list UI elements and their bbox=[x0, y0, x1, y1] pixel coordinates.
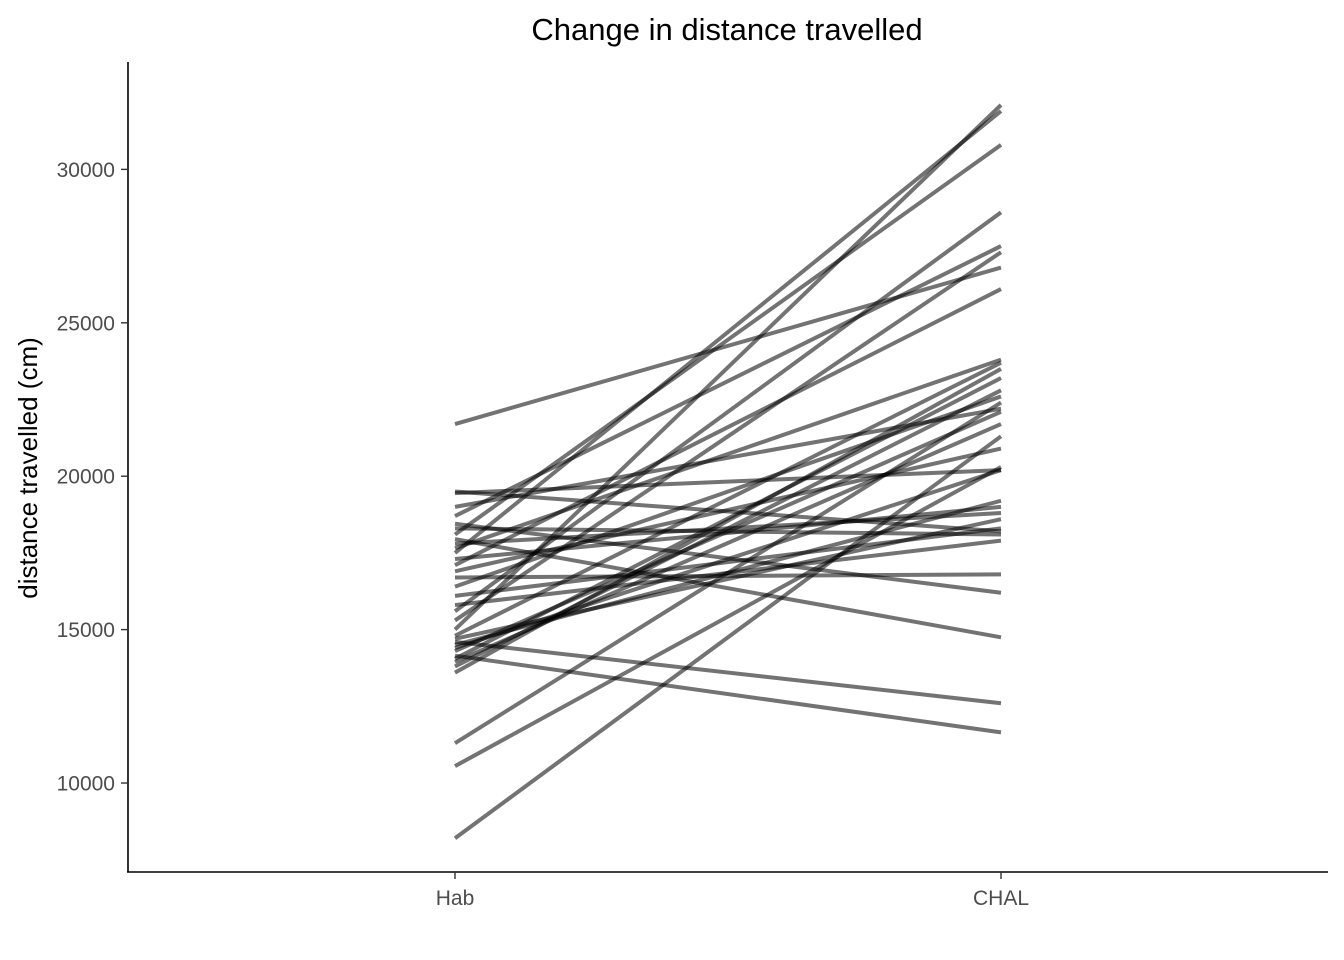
subject-line-19 bbox=[454, 526, 1002, 598]
subject-line-35 bbox=[454, 489, 1002, 534]
subject-line-25 bbox=[453, 109, 1003, 555]
subject-line-16 bbox=[453, 250, 1003, 623]
subject-line-1 bbox=[453, 434, 1003, 840]
subject-line-30 bbox=[454, 526, 1002, 537]
subject-line-15 bbox=[453, 103, 1003, 632]
subject-line-8 bbox=[454, 653, 1002, 735]
y-axis-ticks: 10000 15000 20000 25000 30000 bbox=[57, 159, 128, 796]
subject-line-17 bbox=[453, 210, 1003, 613]
subject-line-27 bbox=[454, 511, 1002, 546]
subject-line-12 bbox=[454, 639, 1002, 706]
y-tick-label: 30000 bbox=[57, 159, 115, 182]
chart-title: Change in distance travelled bbox=[531, 12, 922, 47]
x-axis-ticks: Hab CHAL bbox=[436, 872, 1029, 910]
y-tick-label: 10000 bbox=[57, 773, 115, 796]
subject-line-14 bbox=[454, 360, 1002, 638]
subject-line-21 bbox=[454, 572, 1002, 580]
subject-line-34 bbox=[454, 468, 1002, 496]
subject-line-32 bbox=[454, 244, 1002, 518]
y-axis-label: distance travelled (cm) bbox=[13, 337, 43, 599]
series-lines bbox=[453, 103, 1003, 840]
subject-line-36 bbox=[454, 265, 1002, 426]
x-tick-label-hab: Hab bbox=[436, 887, 475, 910]
subject-line-23 bbox=[454, 287, 1002, 567]
y-tick-label: 15000 bbox=[57, 619, 115, 642]
subject-line-28 bbox=[454, 537, 1002, 640]
x-tick-label-chal: CHAL bbox=[973, 887, 1029, 910]
subject-line-31 bbox=[454, 521, 1002, 595]
y-tick-label: 25000 bbox=[57, 312, 115, 335]
subject-line-26 bbox=[454, 357, 1002, 551]
y-tick-label: 20000 bbox=[57, 466, 115, 489]
subject-line-18 bbox=[454, 538, 1002, 608]
